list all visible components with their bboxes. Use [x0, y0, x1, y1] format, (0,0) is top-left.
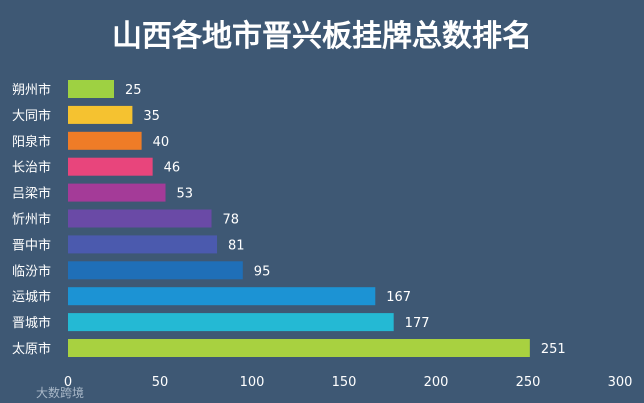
bar [68, 157, 153, 176]
value-label: 53 [177, 187, 194, 202]
value-label: 177 [405, 316, 430, 331]
x-tick-label: 250 [516, 375, 541, 390]
bar [68, 105, 133, 124]
value-label: 25 [125, 83, 142, 98]
x-tick-label: 300 [608, 375, 633, 390]
category-label: 运城市 [12, 289, 51, 305]
value-label: 35 [143, 109, 160, 124]
bar [68, 209, 212, 228]
category-label: 长治市 [12, 160, 51, 176]
bar [68, 131, 142, 150]
value-label: 95 [254, 264, 271, 279]
value-label: 81 [228, 238, 245, 253]
x-tick-label: 100 [240, 375, 265, 390]
bar [68, 287, 376, 306]
bar-group: 临汾市 95 [12, 261, 271, 280]
bar-group: 大同市 35 [12, 105, 160, 124]
bar [68, 183, 166, 202]
value-label: 251 [541, 342, 566, 357]
chart-title: 山西各地市晋兴板挂牌总数排名 [112, 19, 532, 54]
bar-group: 晋中市 81 [12, 235, 245, 254]
bar [68, 80, 114, 98]
category-label: 临汾市 [12, 263, 51, 279]
x-tick-label: 200 [424, 375, 449, 390]
bars-layer: 朔州市 25 大同市 35 阳泉市 40 长治市 46 吕梁市 53 忻州市 78 晋中市 81 临汾市 95… [12, 80, 566, 357]
x-tick-label: 150 [332, 375, 357, 390]
bar-group: 朔州市 25 [12, 80, 142, 98]
bar [68, 235, 218, 254]
value-label: 167 [386, 290, 411, 305]
x-axis: 0 50 100 150 200 250 300 [64, 375, 633, 390]
bar-group: 晋城市 177 [12, 313, 430, 332]
bar-group: 运城市 167 [12, 287, 411, 306]
category-label: 忻州市 [12, 212, 51, 228]
category-label: 吕梁市 [12, 186, 51, 202]
bar-group: 忻州市 78 [12, 209, 240, 228]
bar [68, 261, 243, 280]
x-tick-label: 0 [64, 375, 72, 390]
bar-group: 太原市 251 [12, 339, 566, 357]
category-label: 晋中市 [12, 237, 51, 253]
bar-group: 阳泉市 40 [12, 131, 170, 150]
value-label: 40 [153, 135, 170, 150]
value-label: 78 [223, 213, 240, 228]
category-label: 大同市 [12, 108, 51, 124]
category-label: 太原市 [12, 341, 51, 357]
category-label: 阳泉市 [12, 134, 51, 150]
category-label: 朔州市 [12, 82, 51, 98]
bar [68, 313, 394, 332]
x-tick-label: 50 [152, 375, 169, 390]
bar [68, 339, 530, 357]
bar-group: 长治市 46 [12, 157, 181, 176]
value-label: 46 [164, 161, 181, 176]
category-label: 晋城市 [12, 315, 51, 331]
bar-group: 吕梁市 53 [12, 183, 194, 202]
watermark-text: 大数跨境 [36, 385, 84, 400]
